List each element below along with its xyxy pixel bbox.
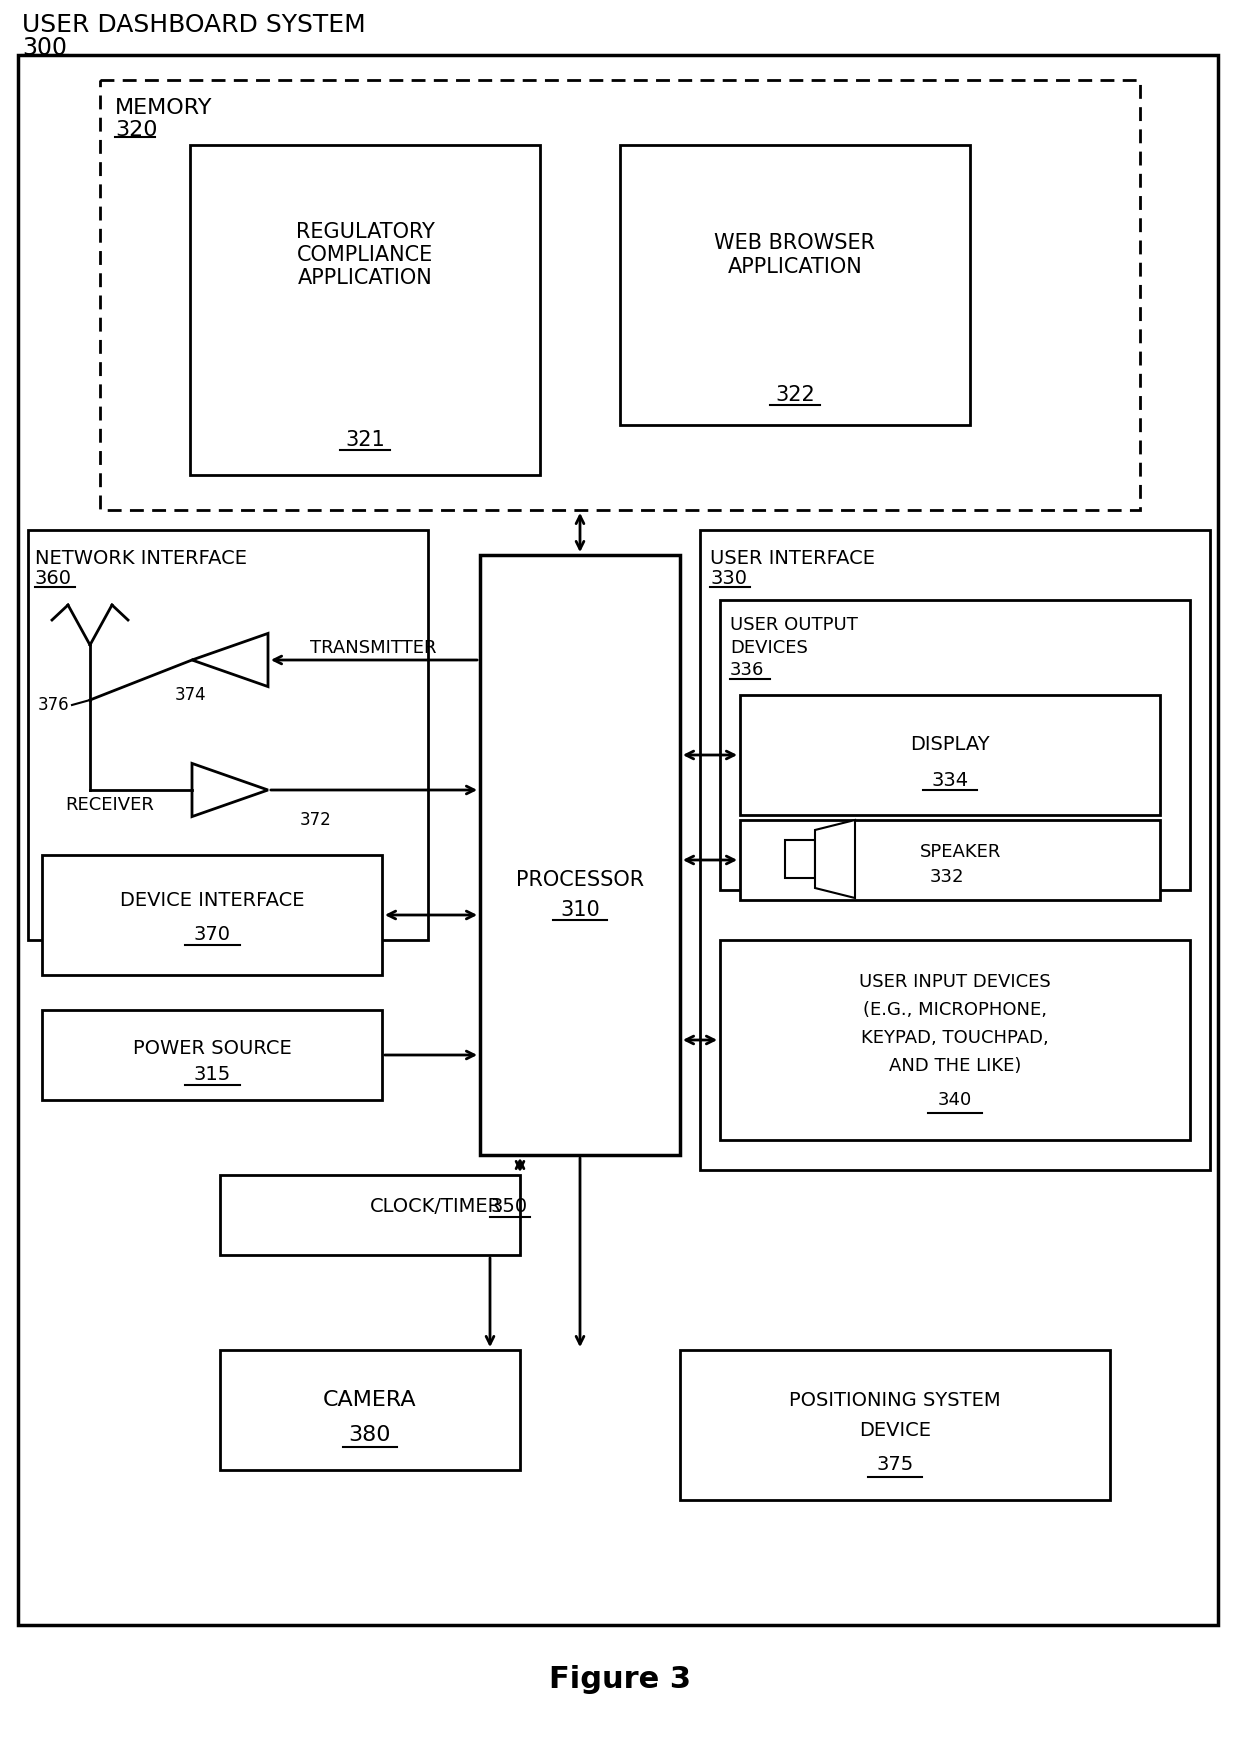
- Text: MEMORY: MEMORY: [115, 99, 212, 118]
- Text: (E.G., MICROPHONE,: (E.G., MICROPHONE,: [863, 1001, 1047, 1018]
- Bar: [42, 855, 382, 974]
- Text: USER INPUT DEVICES: USER INPUT DEVICES: [859, 973, 1050, 990]
- Text: 322: 322: [775, 386, 815, 405]
- Bar: [680, 1350, 1110, 1499]
- Bar: [620, 144, 970, 425]
- Text: REGULATORY
COMPLIANCE
APPLICATION: REGULATORY COMPLIANCE APPLICATION: [295, 222, 434, 289]
- Text: 310: 310: [560, 900, 600, 920]
- Text: 330: 330: [711, 569, 746, 587]
- Bar: [19, 55, 1218, 1625]
- Text: DEVICE INTERFACE: DEVICE INTERFACE: [120, 890, 304, 909]
- Text: RECEIVER: RECEIVER: [64, 796, 154, 814]
- Text: 370: 370: [193, 925, 231, 944]
- Bar: [42, 1010, 382, 1099]
- Bar: [740, 694, 1159, 816]
- Text: 380: 380: [348, 1425, 392, 1445]
- Text: 334: 334: [931, 770, 968, 789]
- Text: DEVICE: DEVICE: [859, 1420, 931, 1440]
- Bar: [100, 79, 1140, 509]
- Text: 321: 321: [345, 430, 384, 449]
- Polygon shape: [815, 819, 856, 899]
- Bar: [785, 840, 815, 877]
- Text: TRANSMITTER: TRANSMITTER: [310, 640, 436, 657]
- Bar: [190, 144, 539, 476]
- Text: NETWORK INTERFACE: NETWORK INTERFACE: [35, 548, 247, 567]
- Bar: [740, 819, 1159, 900]
- Bar: [720, 601, 1190, 890]
- Text: 300: 300: [22, 35, 67, 60]
- Bar: [29, 530, 428, 939]
- Text: 315: 315: [193, 1066, 231, 1084]
- Bar: [720, 939, 1190, 1140]
- Bar: [701, 530, 1210, 1170]
- Text: USER OUTPUT: USER OUTPUT: [730, 617, 858, 634]
- Text: Figure 3: Figure 3: [549, 1665, 691, 1695]
- Text: CLOCK/TIMER: CLOCK/TIMER: [370, 1198, 502, 1216]
- Text: DEVICES: DEVICES: [730, 640, 808, 657]
- Bar: [219, 1175, 520, 1255]
- Text: 340: 340: [937, 1091, 972, 1108]
- Text: 372: 372: [300, 811, 332, 828]
- Text: 336: 336: [730, 661, 764, 678]
- Text: 320: 320: [115, 120, 157, 139]
- Text: 360: 360: [35, 569, 72, 587]
- Text: PROCESSOR: PROCESSOR: [516, 870, 644, 890]
- Text: POSITIONING SYSTEM: POSITIONING SYSTEM: [789, 1390, 1001, 1410]
- Text: POWER SOURCE: POWER SOURCE: [133, 1038, 291, 1057]
- Text: 350: 350: [490, 1198, 527, 1216]
- Text: CAMERA: CAMERA: [324, 1390, 417, 1410]
- Polygon shape: [192, 763, 268, 816]
- Text: 376: 376: [38, 696, 69, 714]
- Text: USER DASHBOARD SYSTEM: USER DASHBOARD SYSTEM: [22, 12, 366, 37]
- Polygon shape: [192, 633, 268, 687]
- Text: 332: 332: [930, 869, 965, 886]
- Bar: [219, 1350, 520, 1470]
- Bar: [480, 555, 680, 1156]
- Text: WEB BROWSER
APPLICATION: WEB BROWSER APPLICATION: [714, 233, 875, 277]
- Text: DISPLAY: DISPLAY: [910, 735, 990, 754]
- Text: 374: 374: [175, 685, 207, 705]
- Text: SPEAKER: SPEAKER: [920, 842, 1002, 862]
- Text: AND THE LIKE): AND THE LIKE): [889, 1057, 1022, 1075]
- Text: 375: 375: [877, 1455, 914, 1475]
- Text: USER INTERFACE: USER INTERFACE: [711, 548, 875, 567]
- Text: KEYPAD, TOUCHPAD,: KEYPAD, TOUCHPAD,: [861, 1029, 1049, 1047]
